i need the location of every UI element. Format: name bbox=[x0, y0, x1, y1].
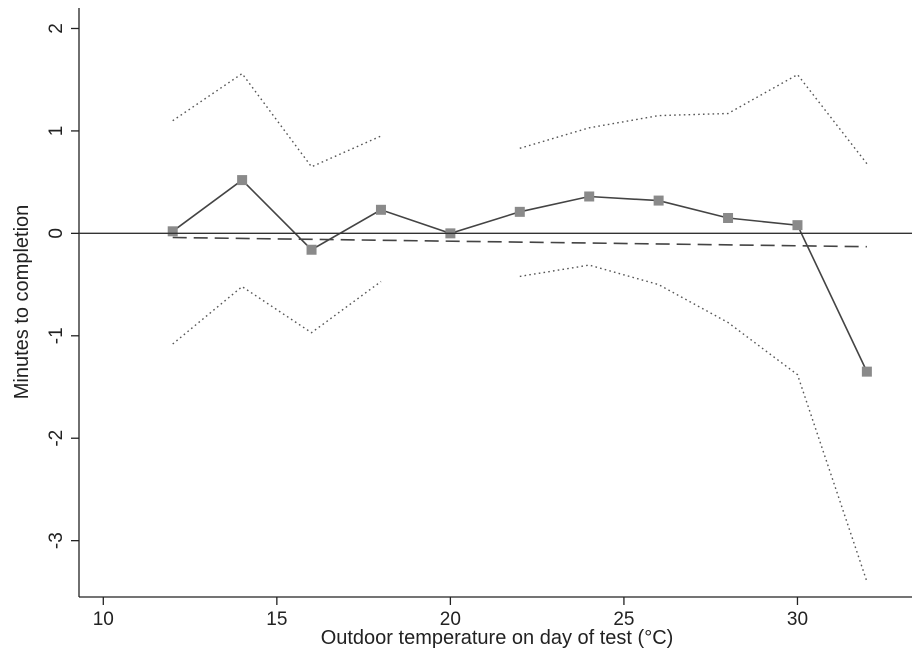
series-dashed-line-1-0 bbox=[172, 236, 867, 248]
y-tick-label: 0 bbox=[46, 228, 67, 239]
data-point bbox=[237, 175, 248, 186]
x-tick-label: 15 bbox=[266, 609, 287, 630]
data-point bbox=[514, 206, 525, 217]
y-axis-label: Minutes to completion bbox=[11, 205, 33, 400]
data-point bbox=[584, 191, 595, 202]
y-tick-label: 2 bbox=[46, 23, 67, 34]
y-tick-label: -1 bbox=[46, 327, 67, 344]
x-axis-label: Outdoor temperature on day of test (°C) bbox=[321, 627, 674, 649]
data-point bbox=[653, 195, 664, 206]
x-tick-label: 20 bbox=[440, 609, 461, 630]
data-point bbox=[167, 226, 178, 237]
axes bbox=[78, 8, 912, 598]
data-point bbox=[375, 204, 386, 215]
data-point bbox=[861, 366, 872, 377]
series-dotted-line-3-0 bbox=[172, 280, 382, 345]
plot-lines bbox=[167, 72, 872, 582]
series-dotted-line-2-0 bbox=[172, 72, 382, 168]
x-tick-label: 10 bbox=[93, 609, 114, 630]
data-point bbox=[792, 220, 803, 231]
x-tick-label: 25 bbox=[613, 609, 634, 630]
y-tick-label: 1 bbox=[46, 126, 67, 137]
series-dotted-line-2-1 bbox=[519, 73, 868, 165]
y-tick-label: -3 bbox=[46, 532, 67, 549]
series-dotted-line-3-1 bbox=[519, 264, 868, 582]
x-tick-label: 30 bbox=[787, 609, 808, 630]
data-point bbox=[723, 212, 734, 223]
data-point bbox=[306, 244, 317, 255]
y-tick-label: -2 bbox=[46, 430, 67, 447]
